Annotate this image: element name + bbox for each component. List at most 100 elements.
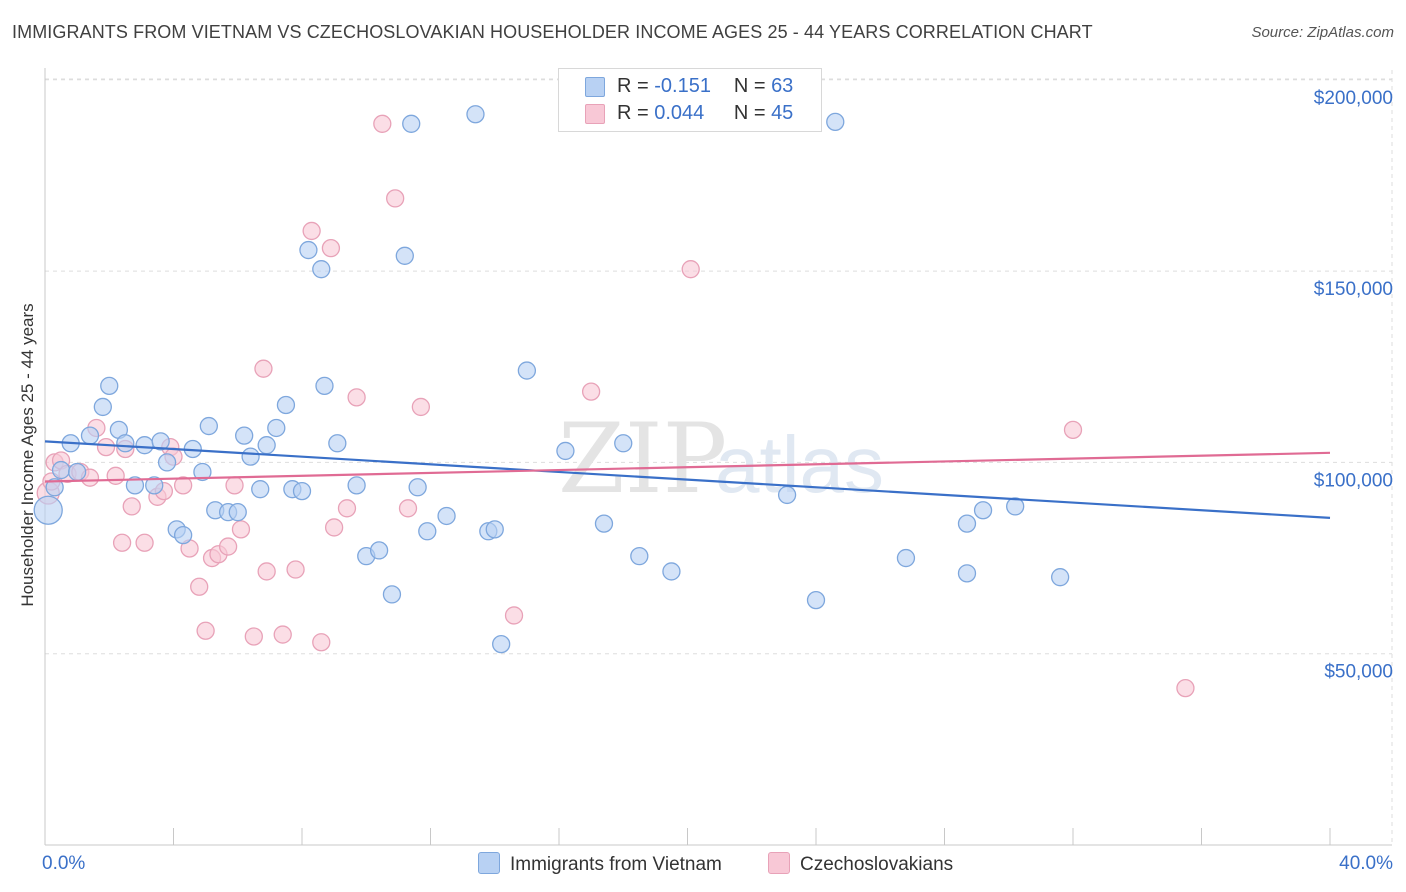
x-tick-labels: 0.0% 40.0% [42,853,1393,874]
bottom-legend-czechoslovakians: Czechoslovakians [768,852,953,876]
legend-r-label: R = [617,75,649,97]
vietnam-point-61 [1006,497,1025,516]
vietnam-point-14 [157,453,177,472]
y-tick-label-3: $200,000 [1314,88,1393,109]
czech-point-35 [324,518,344,537]
vietnam-point-30 [292,481,312,501]
czech-point-26 [231,520,251,539]
vietnam-point-52 [630,546,649,566]
vietnam-point-42 [418,522,437,541]
x-tick-label-1: 40.0% [1339,853,1393,874]
czech-point-24 [218,537,238,556]
czech-point-37 [347,388,366,407]
vietnam-point-22 [228,502,247,522]
vietnam-point-31 [299,240,318,260]
vietnam-point-7 [100,376,119,396]
vietnam-point-34 [328,434,347,453]
vietnam-point-6 [93,397,112,417]
legend-n-label: N = [733,102,766,124]
czech-point-33 [312,633,331,652]
vietnam-point-4 [67,462,87,482]
czech-point-31 [286,560,305,579]
vietnam-point-24 [241,447,260,466]
czech-point-45 [1063,420,1083,440]
bottom-legend-label-vietnam: Immigrants from Vietnam [510,854,722,875]
trend-line-czechoslovakians [44,451,1331,483]
czech-point-32 [302,221,321,241]
czech-point-28 [254,359,273,378]
vietnam-point-18 [193,462,212,482]
czech-point-34 [321,238,341,258]
vietnam-point-39 [395,246,414,265]
vietnam-point-13 [151,432,170,451]
bottom-legend-swatch-vietnam [478,852,500,874]
vietnam-point-53 [662,562,681,581]
bottom-legend-label-czechoslovakians: Czechoslovakians [800,854,954,875]
vietnam-point-23 [235,426,254,445]
czech-point-40 [398,499,418,518]
legend-n-value-vietnam: 63 [771,75,794,97]
vietnam-point-11 [135,436,154,455]
vietnam-point-49 [556,441,575,461]
vietnam-point-9 [116,434,135,453]
vietnam-point-16 [173,525,193,545]
vietnam-point-12 [145,476,164,495]
vietnam-point-50 [594,514,614,533]
vietnam-point-19 [199,416,218,436]
vietnam-point-37 [369,541,389,560]
czech-point-21 [196,621,215,640]
vietnam-point-62 [1051,568,1070,587]
czech-point-27 [244,627,263,646]
chart-title: IMMIGRANTS FROM VIETNAM VS CZECHOSLOVAKI… [12,22,1093,42]
bottom-legend-vietnam: Immigrants from Vietnam [478,852,722,876]
vietnam-point-56 [826,112,845,132]
vietnam-point-35 [347,476,366,495]
legend-n-label: N = [733,75,766,97]
trend-lines [44,440,1331,519]
vietnam-point-32 [312,260,331,279]
legend-r-label: R = [617,102,649,124]
vietnam-point-41 [408,478,427,497]
points-vietnam [33,105,1070,654]
vietnam-point-25 [251,480,270,499]
vietnam-point-10 [125,476,145,495]
watermark-zip: ZIP [558,403,727,515]
vietnam-point-27 [267,418,286,438]
czech-point-8 [96,437,116,457]
czech-point-46 [1176,678,1195,698]
vietnam-point-38 [382,585,402,604]
vietnam-point-0 [33,495,63,525]
legend-swatch-vietnam [585,77,605,97]
vietnam-point-55 [806,590,826,610]
vietnam-point-5 [80,426,100,445]
czech-point-20 [190,577,209,596]
czech-point-42 [504,606,524,625]
vietnam-point-47 [492,634,511,654]
czech-point-25 [225,476,244,495]
trend-line-vietnam [44,440,1331,519]
y-tick-label-2: $150,000 [1314,279,1393,300]
vietnam-point-43 [437,506,456,526]
vietnam-point-46 [485,520,504,539]
vietnam-point-1 [45,478,64,497]
czech-point-18 [173,476,193,495]
grid-lines [45,70,1393,845]
y-axis-label: Householder Income Ages 25 - 44 years [18,303,37,607]
czech-point-9 [106,466,125,485]
y-tick-labels: $50,000 $100,000 $150,000 $200,000 [1314,88,1393,683]
legend-text-czechoslovakians: R = 0.044 N = 45 [617,102,793,125]
vietnam-point-51 [614,434,633,453]
legend-text-vietnam: R = -0.151 N = 63 [617,75,793,98]
czech-point-39 [386,189,405,208]
legend-swatch-czechoslovakians [585,104,605,124]
vietnam-point-54 [777,485,797,505]
stats-legend: R = -0.151 N = 63 R = 0.044 N = 45 [558,68,822,132]
y-tick-label-0: $50,000 [1324,662,1393,683]
vietnam-point-57 [896,548,916,568]
czech-point-41 [411,397,431,417]
czech-point-10 [112,533,132,552]
watermark: ZIP atlas [558,403,884,515]
vietnam-point-59 [957,514,977,533]
vietnam-point-48 [517,361,537,380]
